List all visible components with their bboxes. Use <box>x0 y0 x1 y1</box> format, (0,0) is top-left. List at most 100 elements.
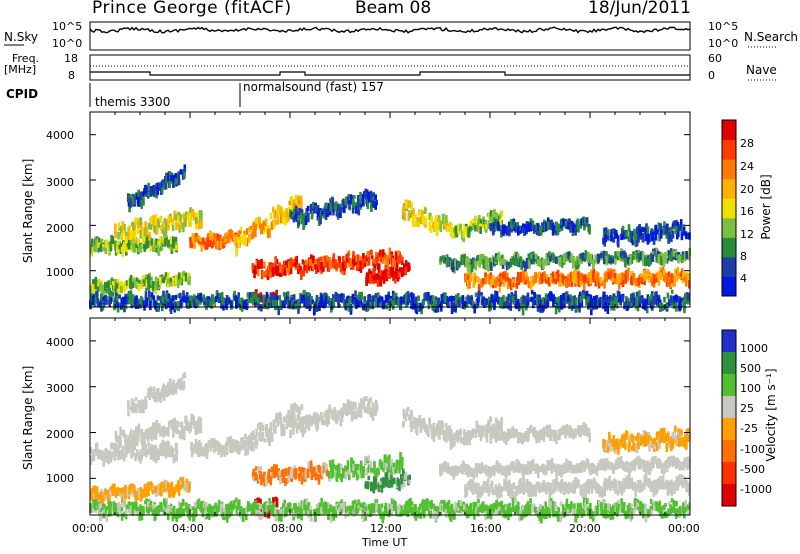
heatmap-cell <box>355 300 358 309</box>
heatmap-cell <box>252 441 255 452</box>
heatmap-cell <box>411 301 415 309</box>
heatmap-cell <box>124 491 127 500</box>
heatmap-cell <box>527 222 531 232</box>
heatmap-cell <box>579 278 583 286</box>
heatmap-cell <box>99 285 102 291</box>
heatmap-cell <box>642 233 645 243</box>
heatmap-cell <box>595 295 599 300</box>
heatmap-cell <box>279 299 282 310</box>
heatmap-cell <box>139 229 143 239</box>
heatmap-cell <box>267 430 270 437</box>
heatmap-cell <box>335 465 338 471</box>
heatmap-cell <box>192 213 196 221</box>
heatmap-cell <box>578 298 581 308</box>
heatmap-cell <box>558 303 561 313</box>
heatmap-cell <box>111 483 115 493</box>
heatmap-cell <box>194 447 198 454</box>
heatmap-cell <box>624 257 627 268</box>
heatmap-cell <box>432 422 435 433</box>
heatmap-cell <box>171 303 175 308</box>
heatmap-cell <box>482 425 486 430</box>
heatmap-cell <box>519 228 522 233</box>
heatmap-cell <box>211 294 215 304</box>
heatmap-cell <box>329 407 332 415</box>
heatmap-cell <box>487 419 490 425</box>
heatmap-cell <box>631 293 635 303</box>
heatmap-cell <box>356 463 360 470</box>
heatmap-cell <box>636 301 640 312</box>
heatmap-cell <box>298 207 301 213</box>
heatmap-cell <box>402 413 406 420</box>
heatmap-cell <box>377 485 381 492</box>
heatmap-cell <box>219 241 223 249</box>
heatmap-cell <box>202 294 205 302</box>
heatmap-cell <box>679 219 683 228</box>
heatmap-cell <box>384 472 388 479</box>
heatmap-cell <box>244 448 247 457</box>
heatmap-cell <box>182 373 185 379</box>
heatmap-cell <box>137 285 141 292</box>
heatmap-cell <box>250 225 253 230</box>
heatmap-cell <box>147 442 150 447</box>
heatmap-cell <box>251 432 255 441</box>
heatmap-cell <box>522 271 525 281</box>
heatmap-cell <box>137 283 141 288</box>
heatmap-cell <box>499 296 502 307</box>
heatmap-cell <box>673 277 676 286</box>
heatmap-cell <box>587 278 591 287</box>
heatmap-cell <box>172 221 175 226</box>
heatmap-cell <box>322 264 325 272</box>
heatmap-cell <box>401 457 404 466</box>
heatmap-cell <box>391 290 395 296</box>
heatmap-cell <box>141 297 144 306</box>
heatmap-cell <box>204 240 207 250</box>
heatmap-cell <box>388 267 391 278</box>
heatmap-cell <box>311 299 315 304</box>
heatmap-cell <box>89 288 93 298</box>
heatmap-cell <box>259 427 262 436</box>
heatmap-cell <box>410 292 413 297</box>
heatmap-cell <box>184 416 188 421</box>
heatmap-cell <box>686 274 690 282</box>
cpid-mode-2: normalsound (fast) 157 <box>243 80 384 94</box>
heatmap-cell <box>669 295 673 302</box>
heatmap-cell <box>604 301 608 306</box>
heatmap-cell <box>364 396 367 402</box>
heatmap-cell <box>304 261 307 272</box>
heatmap-cell <box>621 250 625 255</box>
heatmap-cell <box>137 453 141 461</box>
heatmap-cell <box>259 295 262 300</box>
heatmap-cell <box>185 422 188 430</box>
heatmap-cell <box>150 238 154 246</box>
heatmap-cell <box>638 290 641 298</box>
heatmap-cell <box>640 252 643 257</box>
heatmap-cell <box>500 433 503 441</box>
heatmap-cell <box>127 410 130 417</box>
heatmap-cell <box>685 292 689 300</box>
heatmap-cell <box>349 296 352 304</box>
heatmap-cell <box>434 214 438 222</box>
heatmap-cell <box>588 432 591 443</box>
heatmap-cell <box>357 262 361 269</box>
heatmap-cell <box>131 242 135 249</box>
heatmap-cell <box>509 258 513 267</box>
heatmap-cell <box>632 275 636 284</box>
heatmap-cell <box>310 416 313 427</box>
heatmap-cell <box>595 256 598 263</box>
nsearch-tick-top: 10^5 <box>708 20 739 33</box>
heatmap-cell <box>389 480 392 487</box>
heatmap-cell <box>290 212 293 220</box>
heatmap-cell <box>383 301 386 307</box>
heatmap-cell <box>628 229 631 238</box>
heatmap-cell <box>182 276 186 282</box>
heatmap-cell <box>172 428 175 438</box>
heatmap-cell <box>144 226 147 236</box>
heatmap-cell <box>137 298 140 304</box>
heatmap-cell <box>267 296 271 303</box>
heatmap-cell <box>374 409 377 416</box>
heatmap-cell <box>454 258 457 267</box>
heatmap-cell <box>286 267 289 274</box>
heatmap-cell <box>526 431 530 442</box>
velocity-cb-tick-3: 25 <box>740 402 754 415</box>
heatmap-cell <box>169 420 172 425</box>
